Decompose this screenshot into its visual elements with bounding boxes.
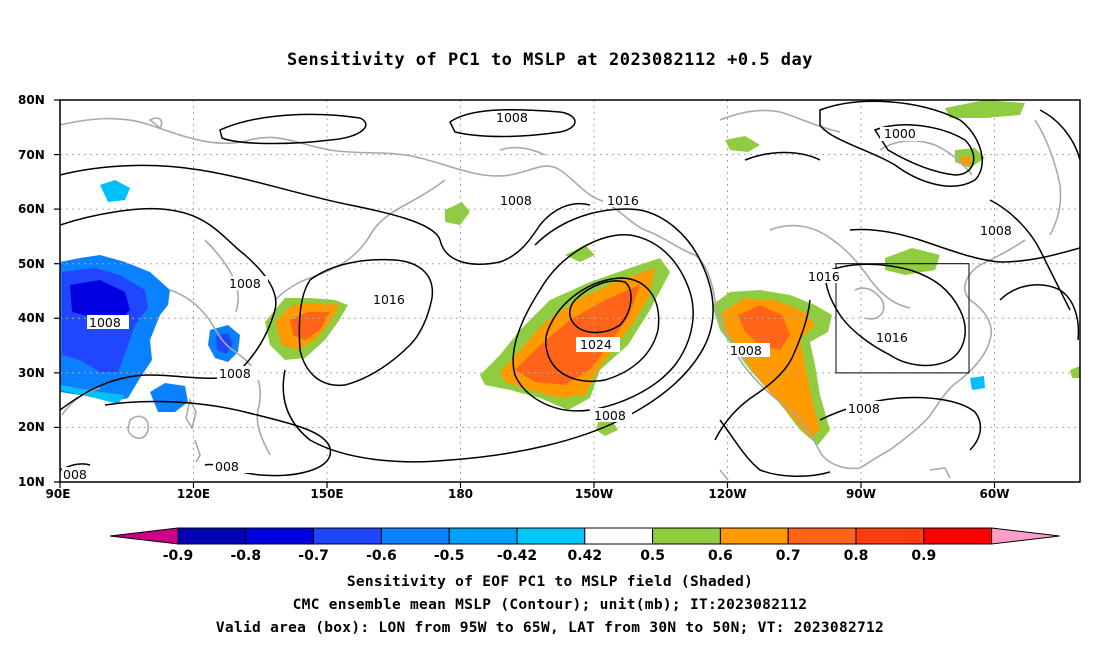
lat-label: 20N (18, 420, 45, 434)
colorbar: -0.9 -0.8 -0.7 -0.6 -0.5 -0.42 0.42 0.5 0.6 0.7 0.… (109, 527, 1060, 564)
lat-label: 40N (18, 311, 45, 325)
shade-positive-arctic3 (725, 136, 760, 152)
contour-label: 1008 (980, 223, 1012, 238)
lon-label: 120E (177, 487, 210, 501)
colorbar-segment (652, 527, 721, 545)
lon-label: 150W (575, 487, 613, 501)
lon-label: 150E (310, 487, 343, 501)
colorbar-label: -0.6 (366, 548, 397, 564)
shade-negative-asia-core (70, 280, 130, 322)
coastlines (60, 109, 1062, 481)
contour-label: 1008 (594, 408, 626, 423)
shade-positive-pacific-dk (515, 285, 640, 385)
lon-label: 90W (846, 487, 876, 501)
shade-positive-arctic1 (945, 100, 1025, 118)
lon-label: 90E (46, 487, 71, 501)
contour-label: 1000 (884, 126, 916, 141)
shade-negative-siberia (100, 180, 130, 202)
shade-positive-spot1 (960, 156, 972, 166)
contour-label: 1016 (373, 292, 405, 307)
lon-label: 60W (980, 487, 1010, 501)
lat-label: 30N (18, 366, 45, 380)
colorbar-segment (787, 527, 857, 545)
chart-title: Sensitivity of PC1 to MSLP at 2023082112… (286, 50, 813, 70)
colorbar-label: 0.7 (776, 548, 801, 564)
colorbar-low-extension (109, 527, 179, 545)
contour-label: 1008 (219, 366, 251, 381)
caption-valid-area: Valid area (box): LON from 95W to 65W, L… (215, 620, 885, 636)
contour-label: 1016 (876, 330, 908, 345)
contour-labels: 1008 1000 1008 1016 1008 1016 1008 1008 … (62, 110, 1018, 482)
lat-label: 10N (18, 475, 45, 489)
longitude-labels: 90E 120E 150E 180 150W 120W 90W 60W (46, 487, 1010, 501)
map-frame (59, 99, 1081, 483)
colorbar-segment (177, 527, 247, 545)
shade-negative-scs (150, 383, 188, 412)
lon-label: 180 (448, 487, 473, 501)
contour-label: 1008 (848, 401, 880, 416)
colorbar-segment (855, 527, 925, 545)
colorbar-label: -0.42 (497, 548, 537, 564)
lon-label: 120W (708, 487, 746, 501)
contour-label: 1008 (730, 343, 762, 358)
shade-positive-pacific-nw (565, 245, 595, 262)
shade-negative-asia-cyan (60, 385, 125, 404)
contour-label: 1008 (496, 110, 528, 125)
colorbar-label: 0.5 (640, 548, 665, 564)
shade-negative-atl (970, 376, 985, 390)
lat-label: 70N (18, 148, 45, 162)
latitude-labels: 80N 70N 60N 50N 40N 30N 20N 10N (18, 93, 45, 489)
colorbar-segment (516, 527, 586, 545)
colorbar-segment (313, 527, 382, 545)
colorbar-label: -0.9 (163, 548, 194, 564)
colorbar-label: 0.6 (708, 548, 733, 564)
sensitivity-shading (60, 100, 1080, 445)
contour-label: 1024 (580, 337, 612, 352)
contour-label: 1008 (89, 315, 121, 330)
contour-label: 1016 (808, 269, 840, 284)
caption-contour: CMC ensemble mean MSLP (Contour); unit(m… (292, 597, 808, 613)
shade-positive-greatlakes (885, 248, 940, 275)
shade-positive-siberia (445, 202, 470, 225)
contour-label: 1008 (229, 276, 261, 291)
colorbar-segment (719, 527, 789, 545)
colorbar-label: -0.5 (434, 548, 465, 564)
lat-label: 60N (18, 202, 45, 216)
mslp-contours (60, 100, 1080, 478)
colorbar-segment (448, 527, 518, 545)
caption-shading: Sensitivity of EOF PC1 to MSLP field (Sh… (346, 574, 754, 590)
axis-ticks (54, 99, 996, 488)
colorbar-label: 0.9 (911, 548, 936, 564)
colorbar-label: 0.8 (844, 548, 869, 564)
contour-label: 008 (63, 467, 87, 482)
lat-label: 50N (18, 257, 45, 271)
contour-label: 1016 (607, 193, 639, 208)
colorbar-segment (380, 527, 450, 545)
contour-label: 008 (215, 459, 239, 474)
colorbar-segment (584, 527, 654, 545)
colorbar-high-extension (991, 527, 1060, 545)
colorbar-label: 0.42 (568, 548, 603, 564)
contour-label: 1008 (500, 193, 532, 208)
lat-label: 80N (18, 93, 45, 107)
valid-area-box (835, 263, 970, 374)
shade-positive-atl (1070, 366, 1080, 378)
colorbar-segment (923, 527, 993, 545)
colorbar-segment (245, 527, 315, 545)
colorbar-label: -0.7 (298, 548, 329, 564)
shade-positive-westus-dk (738, 305, 790, 350)
colorbar-label: -0.8 (230, 548, 261, 564)
